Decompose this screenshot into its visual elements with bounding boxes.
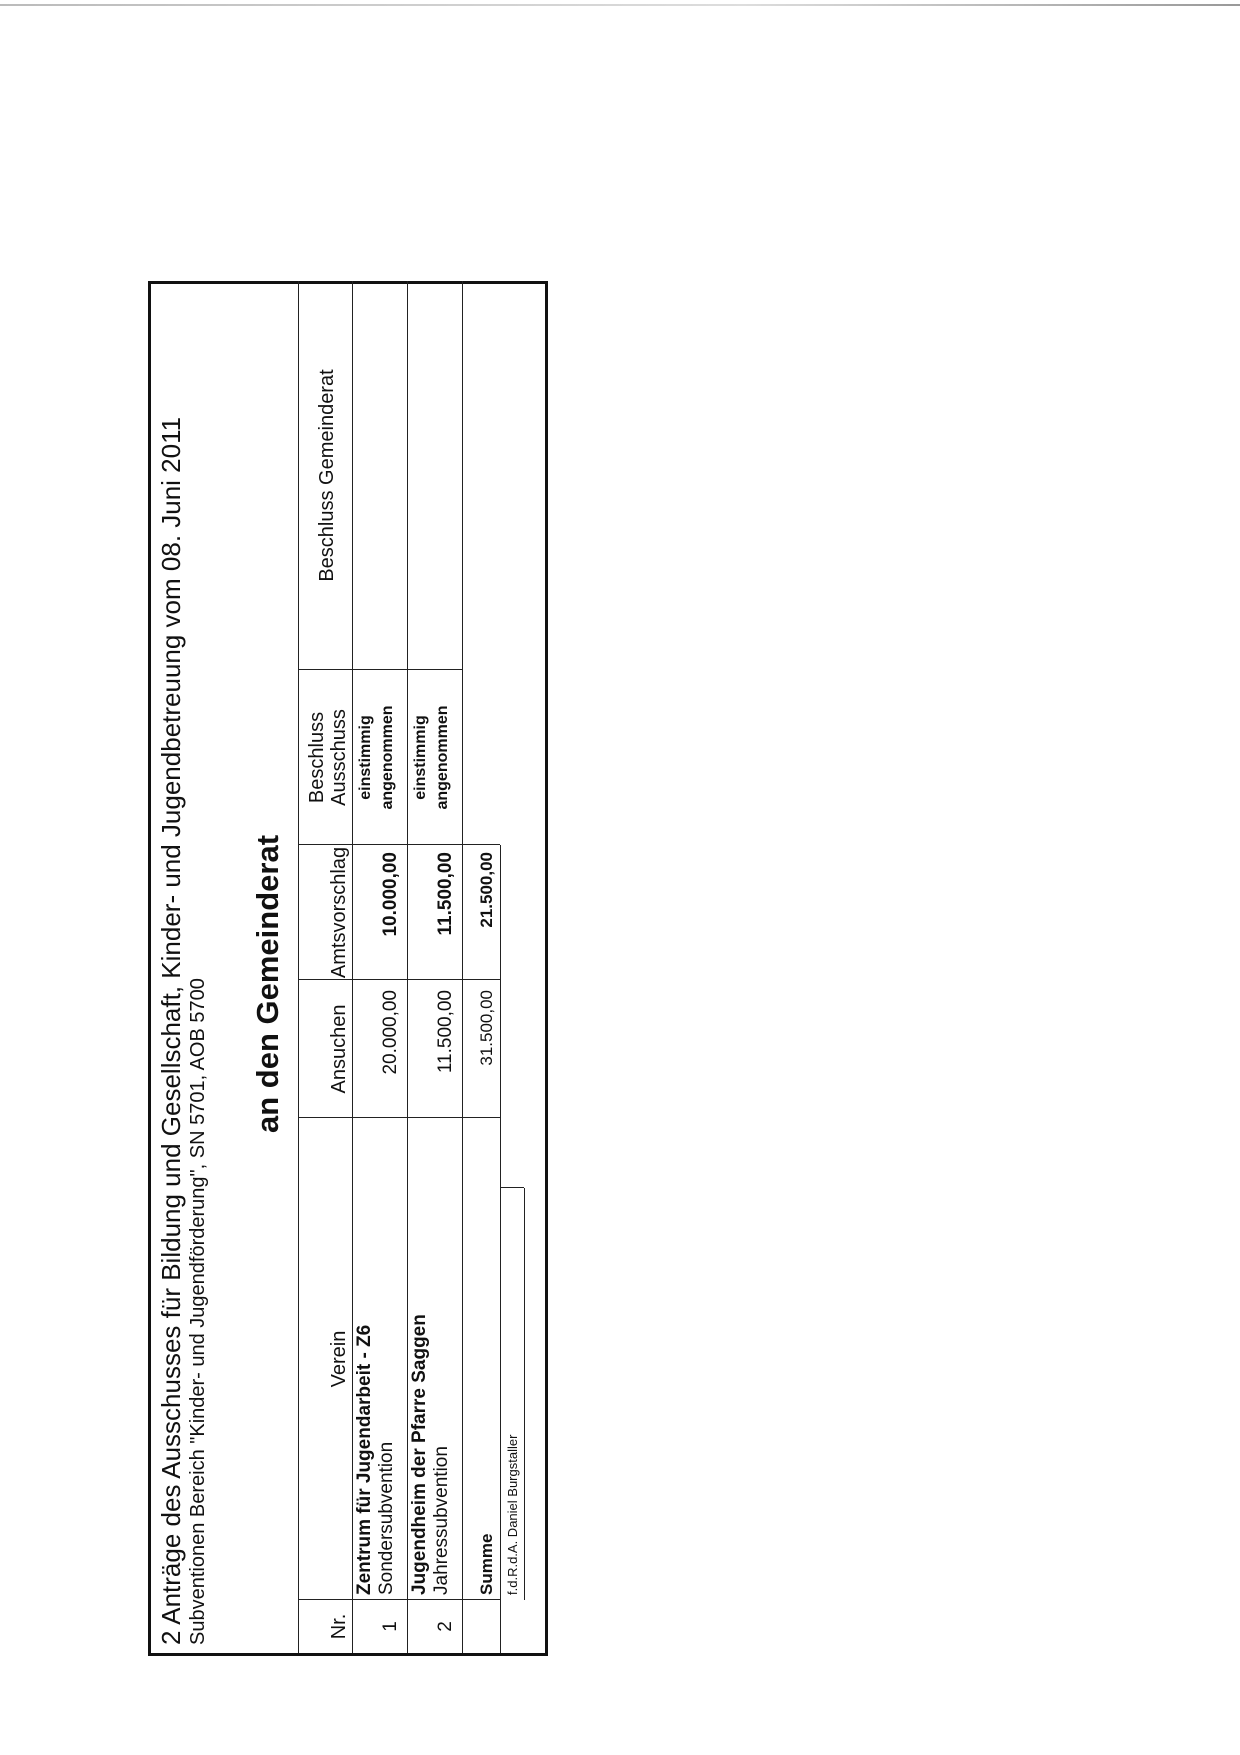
summe-bottom-line [500,845,501,1653]
row-2-ausschuss-1: einstimmig [412,715,429,800]
summe-amtsvorschlag: 21.500,00 [477,852,496,928]
header-beschluss-ausschuss-1: Beschluss [306,711,328,804]
header-nr: Nr. [328,1613,350,1640]
document-sheet: 2 Anträge des Ausschusses für Bildung un… [148,281,548,1656]
row-line [407,281,408,1653]
signature-box-edge [500,1187,524,1188]
row-line [352,281,353,1653]
header-verein: Verein [328,1330,350,1388]
header-amtsvorschlag: Amtsvorschlag [328,846,350,979]
row-2-ausschuss-2: angenommen [434,705,451,810]
row-1-ausschuss-1: einstimmig [357,715,374,800]
header-beschluss-ausschuss-2: Ausschuss [328,709,350,806]
row-2-ansuchen: 11.500,00 [435,990,456,1074]
row-1-nr: 1 [380,1621,401,1632]
row-1-verein: Zentrum für Jugendarbeit - Z6 [354,1324,375,1595]
document-title: 2 Anträge des Ausschusses für Bildung un… [156,416,186,1645]
row-2-art: Jahressubvention [431,1446,452,1595]
document-subtitle: Subventionen Bereich "Kinder- und Jugend… [187,978,209,1645]
summe-label: Summe [477,1533,496,1595]
row-line [462,281,463,1653]
header-ansuchen: Ansuchen [328,1004,350,1094]
summe-ansuchen: 31.500,00 [477,990,496,1066]
row-2-nr: 2 [435,1621,456,1632]
table-top-line [298,281,299,1653]
row-1-ansuchen: 20.000,00 [380,990,401,1075]
header-beschluss-gemeinderat: Beschluss Gemeinderat [316,369,338,582]
row-1-amtsvorschlag: 10.000,00 [380,852,401,937]
document-heading: an den Gemeinderat [250,834,285,1133]
row-1-art: Sondersubvention [376,1441,397,1595]
scan-edge [0,4,1240,6]
row-2-amtsvorschlag: 11.500,00 [435,852,456,936]
row-2-verein: Jugendheim der Pfarre Saggen [409,1314,430,1595]
row-1-ausschuss-2: angenommen [379,705,396,810]
signature-text: f.d.R.d.A. Daniel Burgstaller [505,1434,520,1595]
signature-box-line [524,1188,525,1600]
